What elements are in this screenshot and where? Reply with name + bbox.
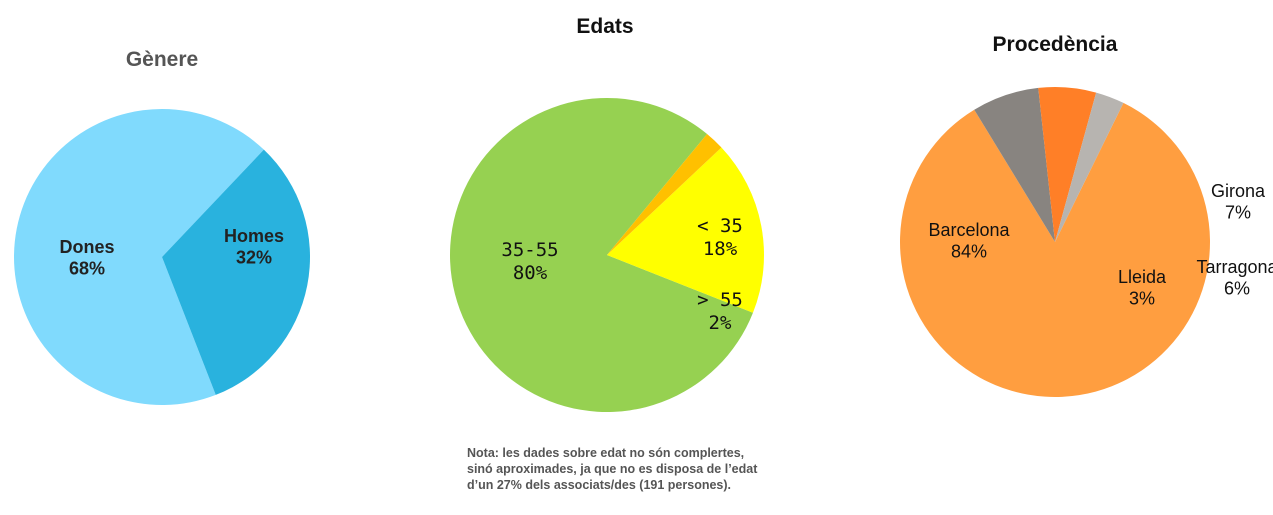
- chart-title-procedencia: Procedència: [992, 33, 1118, 56]
- slice-label: < 35 18%: [697, 215, 743, 260]
- chart-title-genere: Gènere: [125, 48, 199, 71]
- slice-label-name: Homes: [224, 226, 284, 246]
- pie-slice-homes: [162, 149, 311, 395]
- slice-label: Lleida 3%: [1118, 267, 1167, 309]
- slice-label-name: Dones: [59, 237, 114, 257]
- slice-label-name: > 55: [697, 289, 743, 311]
- pie-chart-2: Barcelona 84% Girona 7% Tarragona 6% Lleida 3%: [899, 87, 1273, 398]
- slice-label-name: Barcelona: [928, 220, 1010, 240]
- slice-label: Girona 7%: [1211, 181, 1266, 223]
- pie-chart-1: 35-55 80% < 35 18% > 55 2%: [450, 98, 765, 413]
- slice-label: Barcelona 84%: [928, 220, 1010, 262]
- slice-label-name: < 35: [697, 215, 743, 237]
- pie-chart-0: Dones 68% Homes 32%: [14, 109, 311, 405]
- slice-label-name: 35-55: [501, 239, 558, 261]
- pie-slice-barcelona: [899, 102, 1210, 398]
- slice-label-value: 80%: [513, 262, 548, 284]
- pie-slice-55: [607, 134, 722, 255]
- slice-label: Dones 68%: [59, 237, 114, 279]
- pie-slice-tarragona: [1038, 87, 1097, 242]
- slice-label-name: Girona: [1211, 181, 1266, 201]
- pie-slice-lleida: [1055, 92, 1124, 242]
- pie-slice-dones: [14, 109, 264, 405]
- slice-label-value: 32%: [236, 248, 272, 268]
- age-data-note: Nota: les dades sobre edat no són comple…: [467, 446, 758, 492]
- slice-label-value: 6%: [1224, 279, 1250, 299]
- slice-label-value: 18%: [703, 238, 738, 260]
- pie-slice-35-55: [450, 98, 753, 413]
- pie-slice-girona: [974, 87, 1055, 242]
- slice-label: Homes 32%: [224, 226, 284, 268]
- slice-label-value: 84%: [951, 242, 987, 262]
- slice-label-value: 2%: [709, 312, 732, 334]
- slice-label: Tarragona 6%: [1196, 257, 1273, 299]
- slice-label-name: Lleida: [1118, 267, 1167, 287]
- slice-label-value: 68%: [69, 259, 105, 279]
- slice-label-value: 7%: [1225, 203, 1251, 223]
- chart-title-edats: Edats: [576, 15, 634, 38]
- slice-label: > 55 2%: [697, 289, 743, 334]
- pie-slice-35: [607, 147, 765, 313]
- slice-label: 35-55 80%: [501, 239, 558, 284]
- slice-label-name: Tarragona: [1196, 257, 1273, 277]
- slice-label-value: 3%: [1129, 289, 1155, 309]
